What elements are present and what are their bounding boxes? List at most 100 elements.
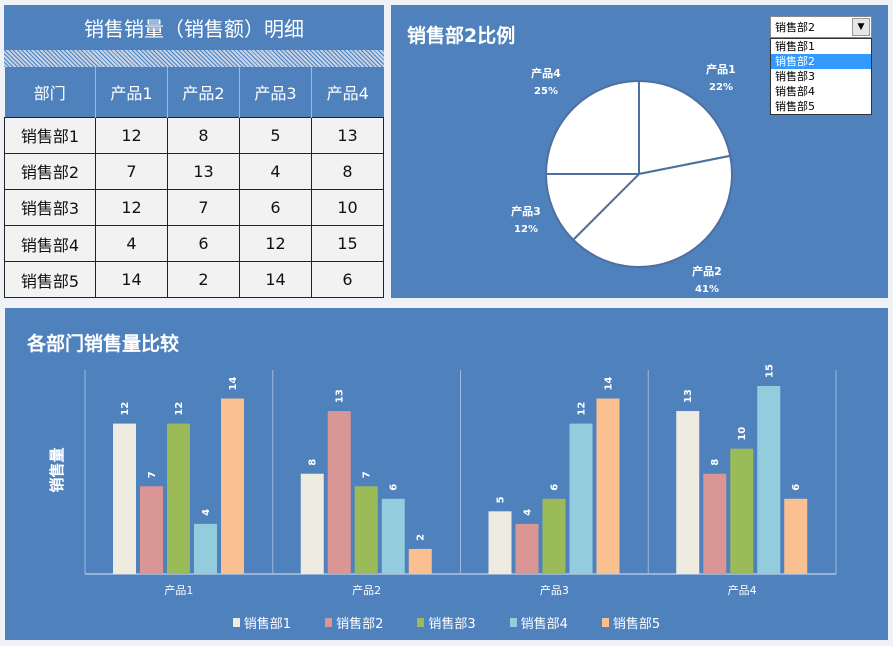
bar xyxy=(113,423,136,574)
bar xyxy=(167,423,190,574)
data-label: 6 xyxy=(550,484,561,491)
select-value: 销售部2 xyxy=(775,21,815,34)
detail-table-panel: 销售销量（销售额）明细 部门 产品1 产品2 产品3 产品4 销售部1 12 8 5 13 销售部2… xyxy=(4,5,384,299)
bar xyxy=(757,386,781,574)
table-cell: 12 xyxy=(239,225,312,263)
select-option[interactable]: 销售部2 xyxy=(771,54,871,69)
bar xyxy=(569,423,593,574)
legend-item: 销售部4 xyxy=(509,613,568,632)
bar xyxy=(542,498,566,574)
data-label: 7 xyxy=(362,471,373,478)
legend-label: 销售部2 xyxy=(336,617,384,632)
slice-label: 产品2 xyxy=(692,264,722,278)
legend-item: 销售部1 xyxy=(232,613,291,632)
bar xyxy=(515,523,539,574)
data-label: 10 xyxy=(737,427,748,441)
bar-title: 各部门销售量比较 xyxy=(27,333,180,355)
pie-slice xyxy=(544,173,642,242)
table-row: 销售部2 7 13 4 8 xyxy=(4,152,384,190)
table-row: 销售部3 12 7 6 10 xyxy=(4,188,384,227)
column-header: 部门 xyxy=(4,67,96,117)
table-cell: 6 xyxy=(239,188,312,227)
data-label: 4 xyxy=(201,509,212,516)
table-cell: 销售部3 xyxy=(4,188,96,227)
y-axis-label: 销售量 xyxy=(48,447,66,492)
data-label: 6 xyxy=(791,484,802,491)
bar xyxy=(703,473,727,574)
select-option[interactable]: 销售部4 xyxy=(775,85,815,98)
data-label: 4 xyxy=(523,509,534,516)
data-label: 14 xyxy=(228,377,239,391)
legend-swatch xyxy=(601,618,609,627)
slice-label: 产品4 xyxy=(531,66,561,80)
select-option[interactable]: 销售部5 xyxy=(775,100,815,113)
legend-swatch xyxy=(325,618,333,627)
bar xyxy=(381,498,405,574)
slice-label: 产品1 xyxy=(706,62,736,76)
bar xyxy=(730,448,754,574)
table-row: 销售部1 12 8 5 13 xyxy=(4,116,384,154)
data-label: 15 xyxy=(764,364,775,378)
table-cell: 13 xyxy=(311,116,384,154)
table-cell: 8 xyxy=(167,116,240,154)
slice-percent: 41% xyxy=(695,284,719,295)
legend-swatch xyxy=(232,618,240,627)
slice-percent: 12% xyxy=(514,224,538,235)
legend-label: 销售部5 xyxy=(612,617,661,632)
table-cell: 15 xyxy=(311,225,384,263)
hatch-divider xyxy=(4,50,384,67)
triangle-down-icon[interactable]: ▼ xyxy=(852,18,870,36)
data-label: 13 xyxy=(335,389,346,403)
data-label: 12 xyxy=(577,402,588,416)
data-label: 13 xyxy=(683,389,694,403)
table-title: 销售销量（销售额）明细 xyxy=(4,5,384,50)
data-label: 12 xyxy=(174,402,185,416)
pie-slice xyxy=(544,79,640,175)
data-label: 12 xyxy=(120,402,131,416)
legend-swatch xyxy=(509,618,517,627)
category-label: 产品4 xyxy=(728,583,757,597)
table-cell: 4 xyxy=(239,152,312,190)
legend-label: 销售部3 xyxy=(428,617,476,632)
bar xyxy=(408,548,432,574)
bar xyxy=(596,398,620,574)
select-option[interactable]: 销售部3 xyxy=(775,70,815,83)
data-label: 14 xyxy=(604,377,615,391)
table-cell: 12 xyxy=(95,116,168,154)
department-select[interactable]: 销售部2 ▼ xyxy=(770,16,872,38)
table-cell: 14 xyxy=(95,261,168,299)
table-cell: 销售部4 xyxy=(4,225,96,263)
column-header: 产品1 xyxy=(95,67,168,117)
table-cell: 7 xyxy=(167,188,240,227)
select-option[interactable]: 销售部1 xyxy=(775,40,815,53)
bar xyxy=(784,498,808,574)
legend-swatch xyxy=(417,618,425,627)
department-options-list: 销售部1 销售部2 销售部3 销售部4 销售部5 xyxy=(770,38,872,115)
data-label: 8 xyxy=(710,459,721,466)
table-cell: 5 xyxy=(239,116,312,154)
detail-table: 部门 产品1 产品2 产品3 产品4 销售部1 12 8 5 13 销售部2 7 13 4 8 销售部3 12 7… xyxy=(4,67,384,299)
table-cell: 8 xyxy=(311,152,384,190)
pie-chart: 产品1 22% 产品2 41% 产品3 12% 产品4 25% xyxy=(511,62,736,295)
table-cell: 13 xyxy=(167,152,240,190)
table-cell: 7 xyxy=(95,152,168,190)
data-label: 6 xyxy=(389,484,400,491)
table-cell: 14 xyxy=(239,261,312,299)
bar xyxy=(354,486,378,574)
data-label: 5 xyxy=(496,496,507,503)
legend-item: 销售部5 xyxy=(601,613,661,632)
table-row: 销售部4 4 6 12 15 xyxy=(4,225,384,263)
table-cell: 2 xyxy=(167,261,240,299)
table-cell: 销售部1 xyxy=(4,116,96,154)
bar xyxy=(676,411,700,574)
legend-item: 销售部2 xyxy=(325,613,383,632)
column-header: 产品4 xyxy=(311,67,384,117)
pie-slice xyxy=(638,79,732,176)
slice-percent: 22% xyxy=(709,82,733,93)
bar xyxy=(194,523,217,574)
category-label: 产品1 xyxy=(164,583,193,597)
category-label: 产品3 xyxy=(540,583,569,597)
table-row: 销售部5 14 2 14 6 xyxy=(4,261,384,299)
column-header: 产品3 xyxy=(239,67,312,117)
slice-label: 产品3 xyxy=(511,204,541,218)
